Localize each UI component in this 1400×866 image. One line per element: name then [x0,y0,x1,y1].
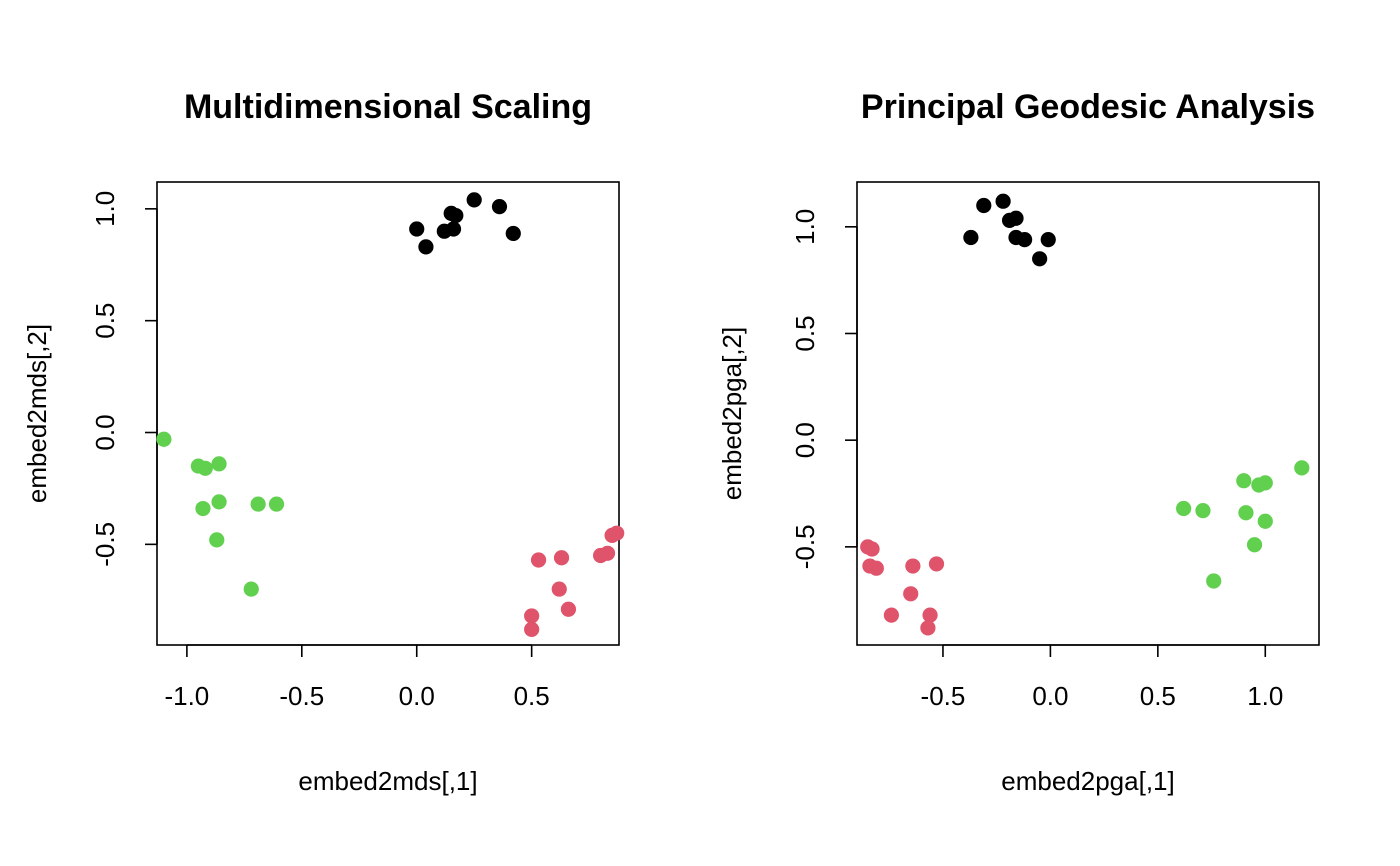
data-point [1008,210,1024,226]
data-point [250,496,266,512]
x-tick-label: -1.0 [164,681,209,711]
data-point [1236,473,1252,489]
x-axis-label: embed2pga[,1] [1001,766,1174,796]
plot-frame [156,181,620,646]
y-tick-label: 0.0 [790,422,820,458]
y-tick-label: -0.5 [90,522,120,567]
x-tick-label: -0.5 [921,681,966,711]
series-1 [524,525,625,637]
data-point [928,556,945,572]
data-point [197,460,213,476]
data-point [920,620,936,636]
x-tick-label: 0.0 [1032,681,1068,711]
x-tick-label: 0.5 [514,681,550,711]
y-tick-label: -0.5 [790,524,820,569]
data-point [268,496,285,512]
data-point [524,608,540,624]
data-point [466,192,482,208]
data-point [864,541,880,557]
x-tick-label: 1.0 [1247,681,1283,711]
data-point [445,221,462,237]
y-tick-label: 1.0 [790,209,820,245]
data-point [505,225,521,242]
data-point [1040,232,1056,248]
data-point [530,552,547,568]
data-point [609,525,625,541]
x-tick-label: 0.5 [1140,681,1176,711]
data-point [448,207,464,224]
data-point [553,550,570,566]
series-2 [156,431,285,597]
y-tick-label: 0.0 [90,414,120,450]
data-point [1017,232,1033,248]
data-point [903,586,919,602]
data-point [963,229,979,246]
data-point [976,197,992,214]
data-point [491,199,508,215]
x-tick-label: -0.5 [279,681,324,711]
data-point [883,607,899,623]
y-tick-label: 1.0 [90,191,120,227]
data-point [1032,251,1048,267]
chart-title: Principal Geodesic Analysis [861,88,1315,126]
data-point [1195,502,1211,519]
plot-pga: Principal Geodesic Analysis -0.5 0.0 0.5 1.0… [717,88,1320,796]
series-1 [860,539,945,636]
plot-mds: Multidimensional Scaling -1.0 -0.5 0.0 0.5 -0… [22,88,625,796]
y-axis-label: embed2pga[,2] [717,327,747,500]
data-point [560,601,577,617]
data-point [195,500,211,517]
data-point [599,545,616,561]
y-axis-label: embed2mds[,2] [22,324,52,503]
data-point [1206,573,1222,589]
data-point [1294,460,1310,476]
x-tick-label: 0.0 [399,681,435,711]
data-point [1246,537,1263,553]
data-point [211,456,227,472]
data-point [209,532,225,548]
data-point [418,239,434,255]
data-point [409,221,425,237]
data-point [1257,513,1273,529]
series-0 [963,193,1056,267]
series-0 [409,192,521,255]
data-point [211,494,227,510]
series-2 [1176,460,1310,589]
data-point [1238,505,1254,521]
data-point [922,607,938,623]
data-point [905,558,921,574]
data-point [1257,475,1273,491]
chart-title: Multidimensional Scaling [184,88,592,126]
data-point [156,431,172,447]
plot-frame [856,181,1320,646]
data-point [524,621,540,637]
data-point [1176,500,1192,517]
data-point [995,193,1011,209]
data-point [243,581,259,597]
data-point [551,581,567,597]
y-tick-label: 0.5 [90,303,120,339]
y-tick-label: 0.5 [790,315,820,351]
data-point [868,560,884,576]
x-axis-label: embed2mds[,1] [298,766,477,796]
